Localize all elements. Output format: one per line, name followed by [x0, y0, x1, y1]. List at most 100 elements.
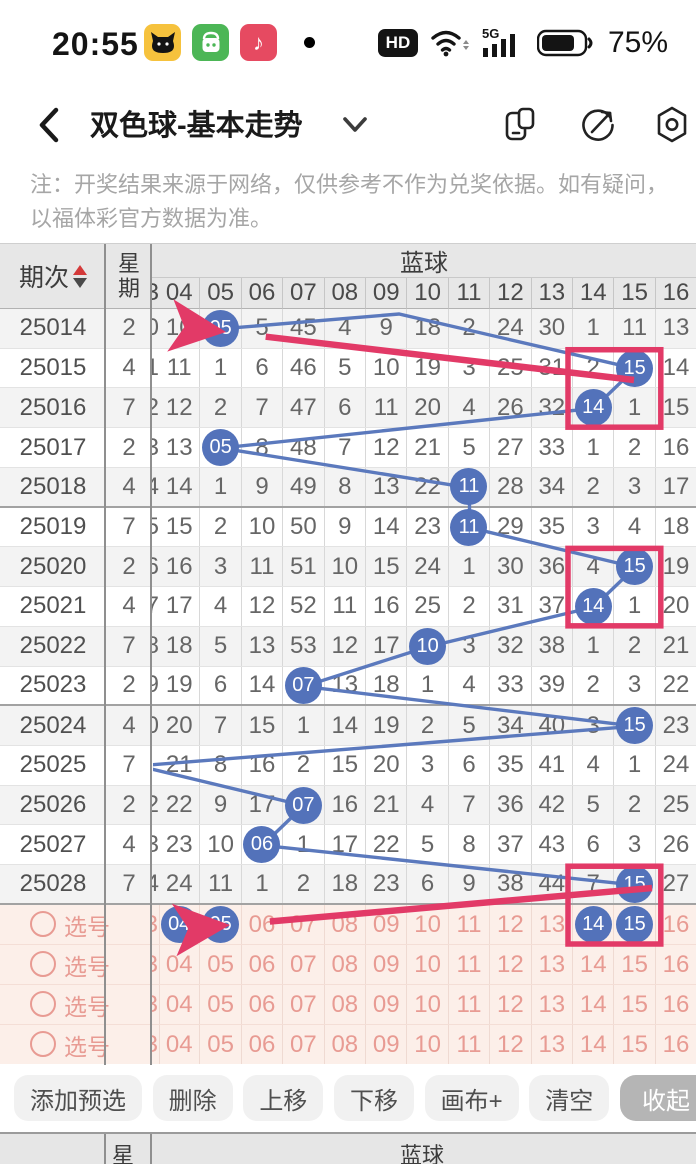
selection-cell-04[interactable]: 04 — [159, 905, 201, 944]
selected-ball[interactable]: 15 — [616, 906, 654, 943]
selection-radio[interactable] — [30, 1031, 56, 1057]
trend-table: 期次星期蓝球3040506070809101112131415162501420… — [0, 243, 696, 1065]
selection-cell-04[interactable]: 04 — [159, 1025, 201, 1064]
selection-cell-12[interactable]: 12 — [490, 985, 532, 1024]
selection-radio[interactable] — [30, 951, 56, 977]
sort-asc-icon[interactable] — [73, 264, 87, 275]
page-title[interactable]: 双色球-基本走势 — [90, 110, 303, 142]
selection-cell-15[interactable]: 15 — [614, 905, 656, 944]
cell-10: 20 — [407, 388, 449, 428]
selection-cell-14[interactable]: 14 — [573, 905, 615, 944]
sort-icons[interactable] — [73, 264, 87, 288]
cell-14: 4 — [573, 547, 615, 587]
cell-09: 16 — [366, 587, 408, 626]
cell-06: 06 — [242, 825, 284, 865]
selection-cell-14[interactable]: 14 — [573, 945, 615, 984]
selected-ball[interactable]: 14 — [574, 906, 612, 943]
selection-cell-09[interactable]: 09 — [366, 985, 408, 1024]
selection-cell-07[interactable]: 07 — [283, 985, 325, 1024]
selection-cell-05[interactable]: 05 — [200, 1025, 242, 1064]
toolbar-button-6[interactable]: 清空 — [529, 1075, 610, 1121]
selection-cell-11[interactable]: 11 — [449, 1025, 491, 1064]
selection-cell-10[interactable]: 10 — [407, 985, 449, 1024]
selected-ball[interactable]: 04 — [160, 906, 198, 943]
selection-cell-05[interactable]: 05 — [200, 945, 242, 984]
cell-08: 16 — [325, 785, 366, 825]
cell-06: 13 — [242, 626, 284, 666]
selection-cell-15[interactable]: 15 — [614, 1025, 656, 1064]
cell-07: 2 — [283, 746, 325, 785]
selection-cell-12[interactable]: 12 — [490, 1025, 532, 1064]
selection-cell-10[interactable]: 10 — [407, 1025, 449, 1064]
cell-11: 8 — [449, 825, 491, 865]
selection-cell-14[interactable]: 14 — [573, 985, 615, 1024]
selection-cell-13[interactable]: 13 — [532, 1025, 573, 1064]
selection-cell-04[interactable]: 04 — [159, 985, 201, 1024]
cell-14: 4 — [573, 746, 615, 785]
selection-cell-12[interactable]: 12 — [490, 945, 532, 984]
selection-cell-15[interactable]: 15 — [614, 945, 656, 984]
wifi-icon — [431, 30, 469, 57]
selection-cell-11[interactable]: 11 — [449, 985, 491, 1024]
toolbar-button-4[interactable]: 下移 — [333, 1075, 414, 1121]
selection-cell-07[interactable]: 07 — [283, 905, 325, 944]
cell-14: 2 — [573, 348, 615, 388]
selection-cell-13[interactable]: 13 — [532, 905, 573, 944]
toolbar-button-3[interactable]: 上移 — [243, 1075, 324, 1121]
sort-desc-icon[interactable] — [73, 277, 87, 288]
selection-cell-08[interactable]: 08 — [325, 945, 366, 984]
selection-cell-04[interactable]: 04 — [159, 945, 201, 984]
selection-cell-15[interactable]: 15 — [614, 985, 656, 1024]
chevron-down-icon[interactable] — [340, 114, 370, 136]
selection-cell-16[interactable]: 16 — [656, 905, 696, 944]
selection-cell-09[interactable]: 09 — [366, 945, 408, 984]
selection-cell-06[interactable]: 06 — [242, 905, 284, 944]
selection-cell-09[interactable]: 09 — [366, 1025, 408, 1064]
selection-cell-13[interactable]: 13 — [532, 985, 573, 1024]
bottom-week-header: 星 — [112, 1143, 135, 1164]
toolbar-button-2[interactable]: 删除 — [152, 1075, 233, 1121]
selection-cell-06[interactable]: 06 — [242, 1025, 284, 1064]
selection-cell-16[interactable]: 16 — [656, 985, 696, 1024]
selection-cell-10[interactable]: 10 — [407, 945, 449, 984]
cell-12: 26 — [490, 388, 532, 428]
open-compass-icon[interactable] — [578, 104, 618, 146]
cell-05: 9 — [200, 785, 242, 825]
selection-cell-07[interactable]: 07 — [283, 1025, 325, 1064]
selection-cell-08[interactable]: 08 — [325, 985, 366, 1024]
cell-06: 16 — [242, 746, 284, 785]
selection-cell-06[interactable]: 06 — [242, 985, 284, 1024]
cell-09: 13 — [366, 467, 408, 506]
selected-ball[interactable]: 05 — [202, 906, 240, 943]
selection-cell-06[interactable]: 06 — [242, 945, 284, 984]
selection-cell-10[interactable]: 10 — [407, 905, 449, 944]
selection-cell-05[interactable]: 05 — [200, 985, 242, 1024]
cell-10: 25 — [407, 587, 449, 626]
selection-cell-13[interactable]: 13 — [532, 945, 573, 984]
selection-cell-16[interactable]: 16 — [656, 945, 696, 984]
selection-cell-14[interactable]: 14 — [573, 1025, 615, 1064]
cell-05: 7 — [200, 706, 242, 746]
floating-window-icon[interactable] — [500, 104, 540, 146]
toolbar-button-7[interactable]: 收起 — [619, 1075, 696, 1121]
selection-cell-11[interactable]: 11 — [449, 945, 491, 984]
period-column-header[interactable]: 期次 — [0, 244, 106, 309]
column-header-04: 04 — [159, 278, 201, 309]
selection-cell-09[interactable]: 09 — [366, 905, 408, 944]
cell-16: 24 — [656, 746, 696, 785]
selection-radio[interactable] — [30, 911, 56, 937]
selection-cell-05[interactable]: 05 — [200, 905, 242, 944]
selection-cell-16[interactable]: 16 — [656, 1025, 696, 1064]
selection-cell-12[interactable]: 12 — [490, 905, 532, 944]
toolbar-button-5[interactable]: 画布+ — [424, 1075, 519, 1121]
selection-cell-11[interactable]: 11 — [449, 905, 491, 944]
back-icon[interactable] — [34, 104, 64, 146]
selection-radio[interactable] — [30, 991, 56, 1017]
seal-settings-icon[interactable] — [652, 104, 692, 146]
selection-cell-07[interactable]: 07 — [283, 945, 325, 984]
selection-cell-08[interactable]: 08 — [325, 1025, 366, 1064]
selection-cell-08[interactable]: 08 — [325, 905, 366, 944]
week-cell: 2 — [122, 552, 136, 580]
signal-5g-icon: 5G — [482, 26, 515, 57]
toolbar-button-1[interactable]: 添加预选 — [14, 1075, 142, 1121]
